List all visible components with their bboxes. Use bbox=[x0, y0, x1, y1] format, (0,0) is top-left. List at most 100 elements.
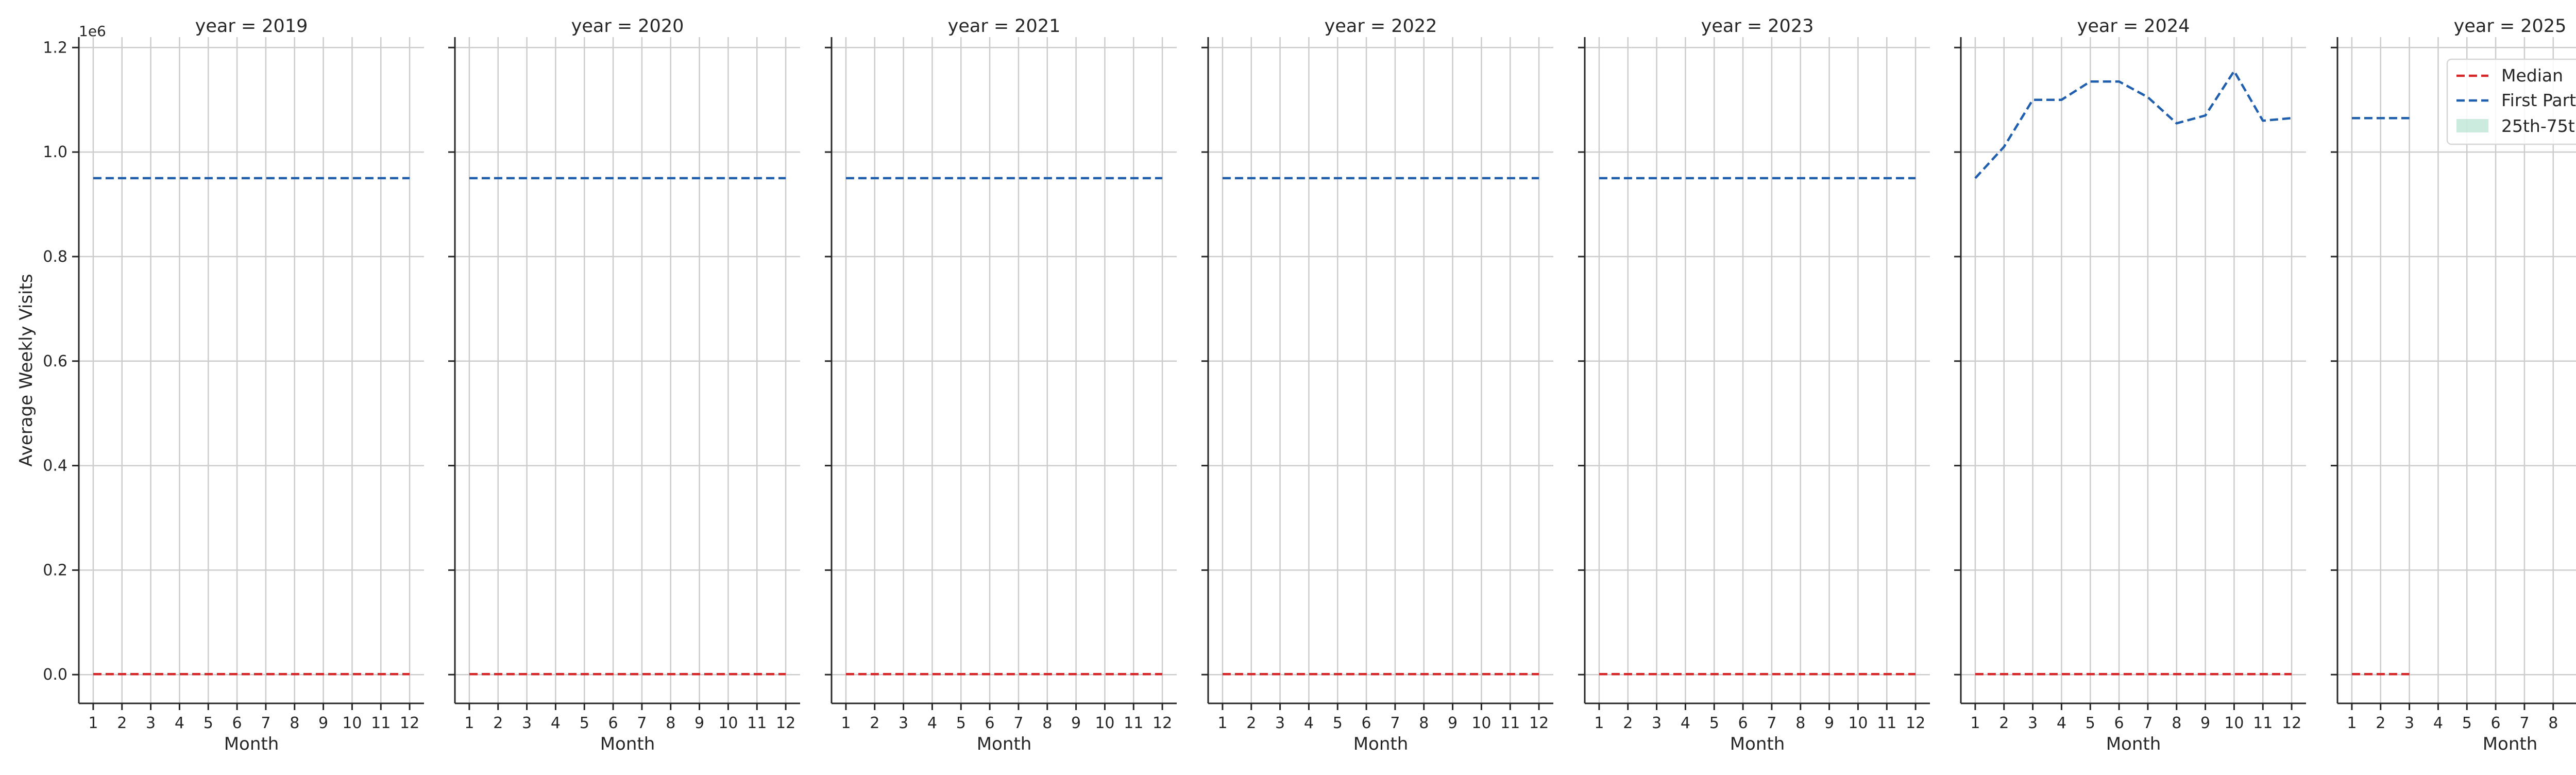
x-tick-label: 9 bbox=[1824, 714, 1834, 732]
x-tick-label: 12 bbox=[1906, 714, 1925, 732]
x-tick-label: 11 bbox=[1877, 714, 1896, 732]
x-tick-label: 4 bbox=[1681, 714, 1690, 732]
x-tick-label: 11 bbox=[1124, 714, 1143, 732]
x-tick-label: 2 bbox=[1246, 714, 1256, 732]
x-tick-label: 3 bbox=[2404, 714, 2414, 732]
x-tick-label: 3 bbox=[1652, 714, 1662, 732]
x-tick-label: 12 bbox=[776, 714, 795, 732]
x-tick-label: 8 bbox=[1419, 714, 1429, 732]
x-tick-label: 12 bbox=[1153, 714, 1172, 732]
x-tick-label: 9 bbox=[1071, 714, 1081, 732]
x-axis-label: Month bbox=[977, 734, 1032, 754]
legend-percentile-swatch bbox=[2456, 119, 2488, 132]
x-axis-label: Month bbox=[1353, 734, 1409, 754]
x-axis-label: Month bbox=[1730, 734, 1785, 754]
x-tick-label: 2 bbox=[117, 714, 127, 732]
x-tick-label: 2 bbox=[1999, 714, 2009, 732]
x-tick-label: 12 bbox=[400, 714, 419, 732]
x-tick-label: 9 bbox=[694, 714, 704, 732]
x-tick-label: 8 bbox=[1795, 714, 1805, 732]
x-tick-label: 8 bbox=[666, 714, 675, 732]
x-tick-label: 3 bbox=[146, 714, 156, 732]
x-tick-label: 8 bbox=[1042, 714, 1052, 732]
x-tick-label: 2 bbox=[2376, 714, 2385, 732]
x-tick-label: 5 bbox=[2462, 714, 2472, 732]
x-tick-label: 11 bbox=[1500, 714, 1520, 732]
x-tick-label: 12 bbox=[2282, 714, 2301, 732]
x-tick-label: 1 bbox=[464, 714, 474, 732]
x-tick-label: 10 bbox=[1095, 714, 1114, 732]
x-tick-label: 2 bbox=[870, 714, 879, 732]
x-tick-label: 3 bbox=[522, 714, 532, 732]
legend: Median First Party Median 25th-75th Percen… bbox=[2446, 58, 2576, 145]
x-tick-label: 5 bbox=[956, 714, 966, 732]
y-tick-label: 0.6 bbox=[43, 352, 67, 370]
x-tick-label: 1 bbox=[841, 714, 851, 732]
x-tick-label: 8 bbox=[2548, 714, 2558, 732]
x-tick-label: 7 bbox=[2519, 714, 2529, 732]
x-tick-label: 4 bbox=[1304, 714, 1314, 732]
x-axis-label: Month bbox=[2483, 734, 2538, 754]
y-tick-label: 1.2 bbox=[43, 39, 67, 57]
x-tick-label: 4 bbox=[2057, 714, 2066, 732]
x-tick-label: 12 bbox=[1529, 714, 1549, 732]
x-tick-label: 6 bbox=[985, 714, 995, 732]
y-axis-label: Average Weekly Visits bbox=[16, 274, 37, 466]
x-tick-label: 3 bbox=[2028, 714, 2038, 732]
first-party-median-line bbox=[1974, 70, 2292, 179]
x-tick-label: 2 bbox=[1623, 714, 1633, 732]
x-tick-label: 10 bbox=[2224, 714, 2244, 732]
x-tick-label: 9 bbox=[2200, 714, 2210, 732]
x-tick-label: 11 bbox=[371, 714, 391, 732]
x-tick-label: 10 bbox=[718, 714, 738, 732]
panel-title: year = 2024 bbox=[2077, 16, 2190, 37]
x-tick-label: 1 bbox=[1970, 714, 1980, 732]
x-tick-label: 5 bbox=[580, 714, 589, 732]
x-tick-label: 3 bbox=[899, 714, 908, 732]
x-axis-label: Month bbox=[224, 734, 279, 754]
x-tick-label: 6 bbox=[1738, 714, 1748, 732]
x-tick-label: 1 bbox=[1217, 714, 1227, 732]
y-tick-label: 0.0 bbox=[43, 666, 67, 684]
x-tick-label: 9 bbox=[1448, 714, 1458, 732]
y-tick-label: 0.2 bbox=[43, 561, 67, 579]
x-tick-label: 10 bbox=[342, 714, 362, 732]
x-tick-label: 1 bbox=[2347, 714, 2357, 732]
x-tick-label: 7 bbox=[1767, 714, 1776, 732]
panel-title: year = 2019 bbox=[195, 16, 308, 37]
x-tick-label: 4 bbox=[927, 714, 937, 732]
x-tick-label: 7 bbox=[1013, 714, 1023, 732]
x-tick-label: 7 bbox=[2143, 714, 2153, 732]
x-tick-label: 6 bbox=[1362, 714, 1371, 732]
x-tick-label: 6 bbox=[232, 714, 242, 732]
x-tick-label: 6 bbox=[2491, 714, 2501, 732]
panel-title: year = 2022 bbox=[1325, 16, 1437, 37]
x-tick-label: 5 bbox=[1709, 714, 1719, 732]
y-tick-label: 0.8 bbox=[43, 248, 67, 266]
x-tick-label: 11 bbox=[2253, 714, 2273, 732]
panel-2019: 0.00.20.40.60.81.01.21 2 3 4 5 6 7 8 9 10 11 12Mont… bbox=[43, 16, 424, 754]
x-tick-label: 6 bbox=[2114, 714, 2124, 732]
x-tick-label: 8 bbox=[290, 714, 299, 732]
x-tick-label: 10 bbox=[1471, 714, 1491, 732]
panel-title: year = 2025 bbox=[2454, 16, 2567, 37]
legend-percentile-label: 25th-75th Percentile bbox=[2501, 116, 2576, 136]
x-tick-label: 5 bbox=[204, 714, 213, 732]
x-tick-label: 7 bbox=[261, 714, 270, 732]
x-tick-label: 6 bbox=[608, 714, 618, 732]
x-tick-label: 11 bbox=[747, 714, 767, 732]
legend-first-party-label: First Party Median bbox=[2501, 90, 2576, 110]
x-tick-label: 1 bbox=[1594, 714, 1604, 732]
x-tick-label: 5 bbox=[2086, 714, 2095, 732]
x-tick-label: 4 bbox=[551, 714, 561, 732]
x-tick-label: 2 bbox=[493, 714, 503, 732]
x-tick-label: 5 bbox=[1333, 714, 1343, 732]
